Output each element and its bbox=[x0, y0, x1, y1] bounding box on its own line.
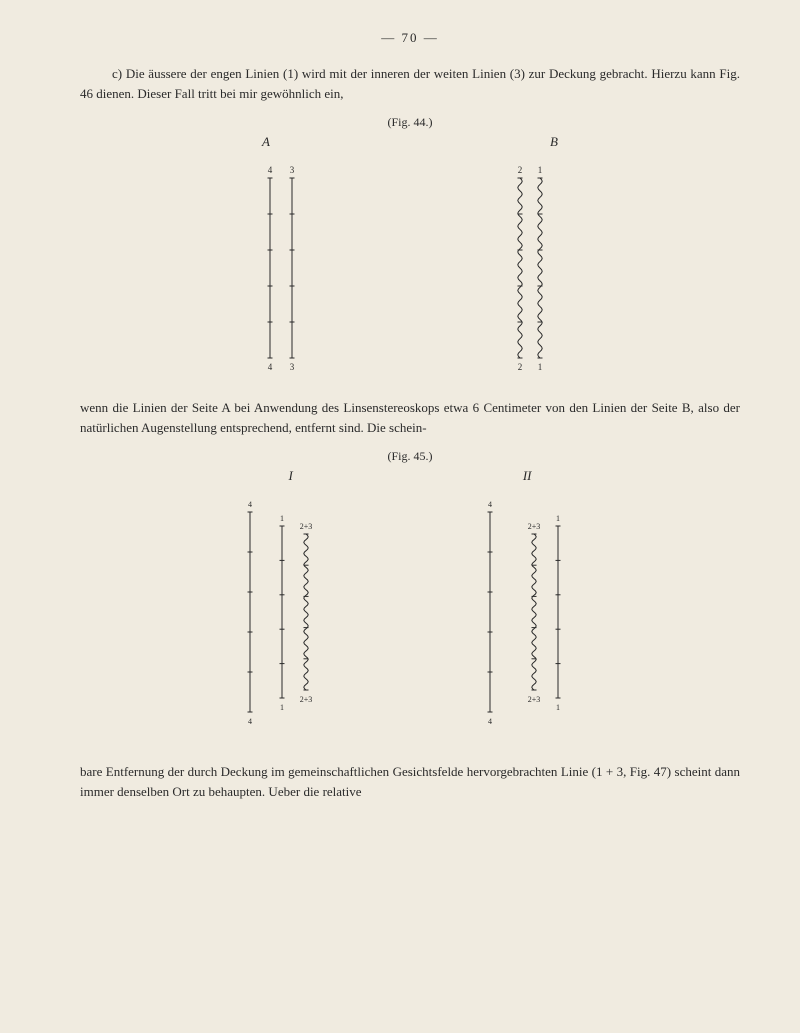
svg-text:4: 4 bbox=[268, 165, 273, 175]
svg-text:4: 4 bbox=[488, 717, 492, 726]
svg-text:1: 1 bbox=[538, 165, 543, 175]
page-number: — 70 — bbox=[80, 30, 740, 46]
paragraph-end: bare Entfernung der durch Deckung im gem… bbox=[80, 762, 740, 801]
svg-text:1: 1 bbox=[280, 514, 284, 523]
svg-text:2+3: 2+3 bbox=[300, 522, 313, 531]
svg-text:4: 4 bbox=[268, 362, 273, 370]
svg-text:3: 3 bbox=[290, 165, 295, 175]
svg-text:2+3: 2+3 bbox=[300, 695, 313, 704]
svg-text:3: 3 bbox=[290, 362, 295, 370]
paragraph-mid: wenn die Linien der Seite A bei Anwendun… bbox=[80, 398, 740, 437]
svg-text:1: 1 bbox=[556, 703, 560, 712]
paragraph-c: c) Die äussere der engen Linien (1) wird… bbox=[80, 64, 740, 103]
svg-text:4: 4 bbox=[248, 717, 252, 726]
fig44-caption: (Fig. 44.) bbox=[80, 115, 740, 130]
figure-44: 4 4 3 3 2 2 1 1 bbox=[80, 160, 740, 370]
fig45-label-i: I bbox=[288, 468, 292, 484]
fig44-label-a: A bbox=[262, 134, 270, 150]
fig45-label-ii: II bbox=[523, 468, 532, 484]
svg-text:1: 1 bbox=[556, 514, 560, 523]
svg-text:2: 2 bbox=[518, 362, 523, 370]
svg-text:1: 1 bbox=[538, 362, 543, 370]
svg-text:2+3: 2+3 bbox=[528, 522, 541, 531]
svg-text:2+3: 2+3 bbox=[528, 695, 541, 704]
svg-text:2: 2 bbox=[518, 165, 523, 175]
svg-text:4: 4 bbox=[488, 500, 492, 509]
svg-text:4: 4 bbox=[248, 500, 252, 509]
fig44-label-b: B bbox=[550, 134, 558, 150]
figure-45: 4 4 1 1 2+3 2+3 4 4 2+3 2+3 1 1 bbox=[80, 494, 740, 734]
fig45-caption: (Fig. 45.) bbox=[80, 449, 740, 464]
svg-text:1: 1 bbox=[280, 703, 284, 712]
